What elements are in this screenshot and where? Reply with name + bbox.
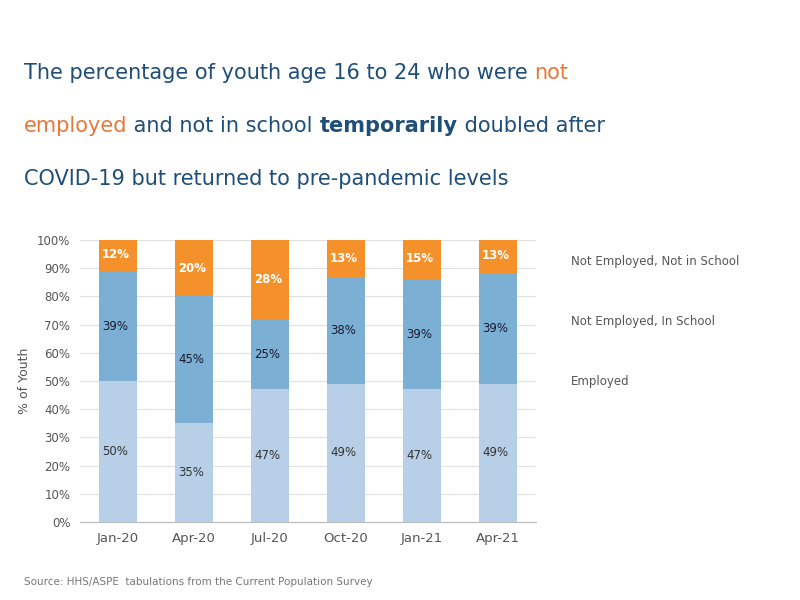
- Text: 35%: 35%: [178, 466, 204, 479]
- Text: 50%: 50%: [102, 445, 128, 458]
- Bar: [251, 240, 289, 319]
- Text: and not in school: and not in school: [127, 116, 320, 136]
- Text: Source: HHS/ASPE  tabulations from the Current Population Survey: Source: HHS/ASPE tabulations from the Cu…: [24, 577, 373, 587]
- Text: 38%: 38%: [330, 324, 356, 337]
- Bar: [403, 280, 441, 389]
- Text: 28%: 28%: [254, 273, 282, 286]
- Bar: [327, 240, 365, 277]
- Bar: [403, 237, 441, 280]
- Text: 12%: 12%: [102, 248, 130, 260]
- Text: 39%: 39%: [102, 320, 128, 332]
- Bar: [251, 389, 289, 522]
- Text: 49%: 49%: [330, 446, 356, 460]
- Bar: [327, 384, 365, 522]
- Bar: [175, 424, 213, 522]
- Text: Employed: Employed: [571, 374, 630, 388]
- Bar: [99, 381, 137, 522]
- Text: not: not: [534, 63, 568, 83]
- Text: The percentage of youth age 16 to 24 who were: The percentage of youth age 16 to 24 who…: [24, 63, 534, 83]
- Bar: [175, 296, 213, 424]
- Text: 13%: 13%: [482, 249, 510, 262]
- Bar: [479, 274, 517, 384]
- Text: 13%: 13%: [330, 252, 358, 265]
- Text: 39%: 39%: [406, 328, 432, 341]
- Bar: [175, 240, 213, 296]
- Text: 15%: 15%: [406, 252, 434, 265]
- Text: Not Employed, Not in School: Not Employed, Not in School: [571, 254, 739, 268]
- Text: 8: 8: [769, 10, 780, 28]
- Text: 49%: 49%: [482, 446, 508, 460]
- Text: temporarily: temporarily: [320, 116, 458, 136]
- Bar: [327, 277, 365, 384]
- Bar: [479, 237, 517, 274]
- Text: COVID-19 but returned to pre-pandemic levels: COVID-19 but returned to pre-pandemic le…: [24, 169, 509, 188]
- Y-axis label: % of Youth: % of Youth: [18, 348, 31, 414]
- Bar: [479, 384, 517, 522]
- Bar: [251, 319, 289, 389]
- Text: employed: employed: [24, 116, 127, 136]
- Text: doubled after: doubled after: [458, 116, 605, 136]
- Bar: [403, 389, 441, 522]
- Text: 39%: 39%: [482, 322, 508, 335]
- Bar: [99, 237, 137, 271]
- Bar: [99, 271, 137, 381]
- Text: Not Employed, In School: Not Employed, In School: [571, 314, 715, 328]
- Text: 20%: 20%: [178, 262, 206, 275]
- Text: 25%: 25%: [254, 348, 280, 361]
- Text: 47%: 47%: [254, 449, 280, 462]
- Text: 47%: 47%: [406, 449, 432, 462]
- Text: 45%: 45%: [178, 353, 204, 367]
